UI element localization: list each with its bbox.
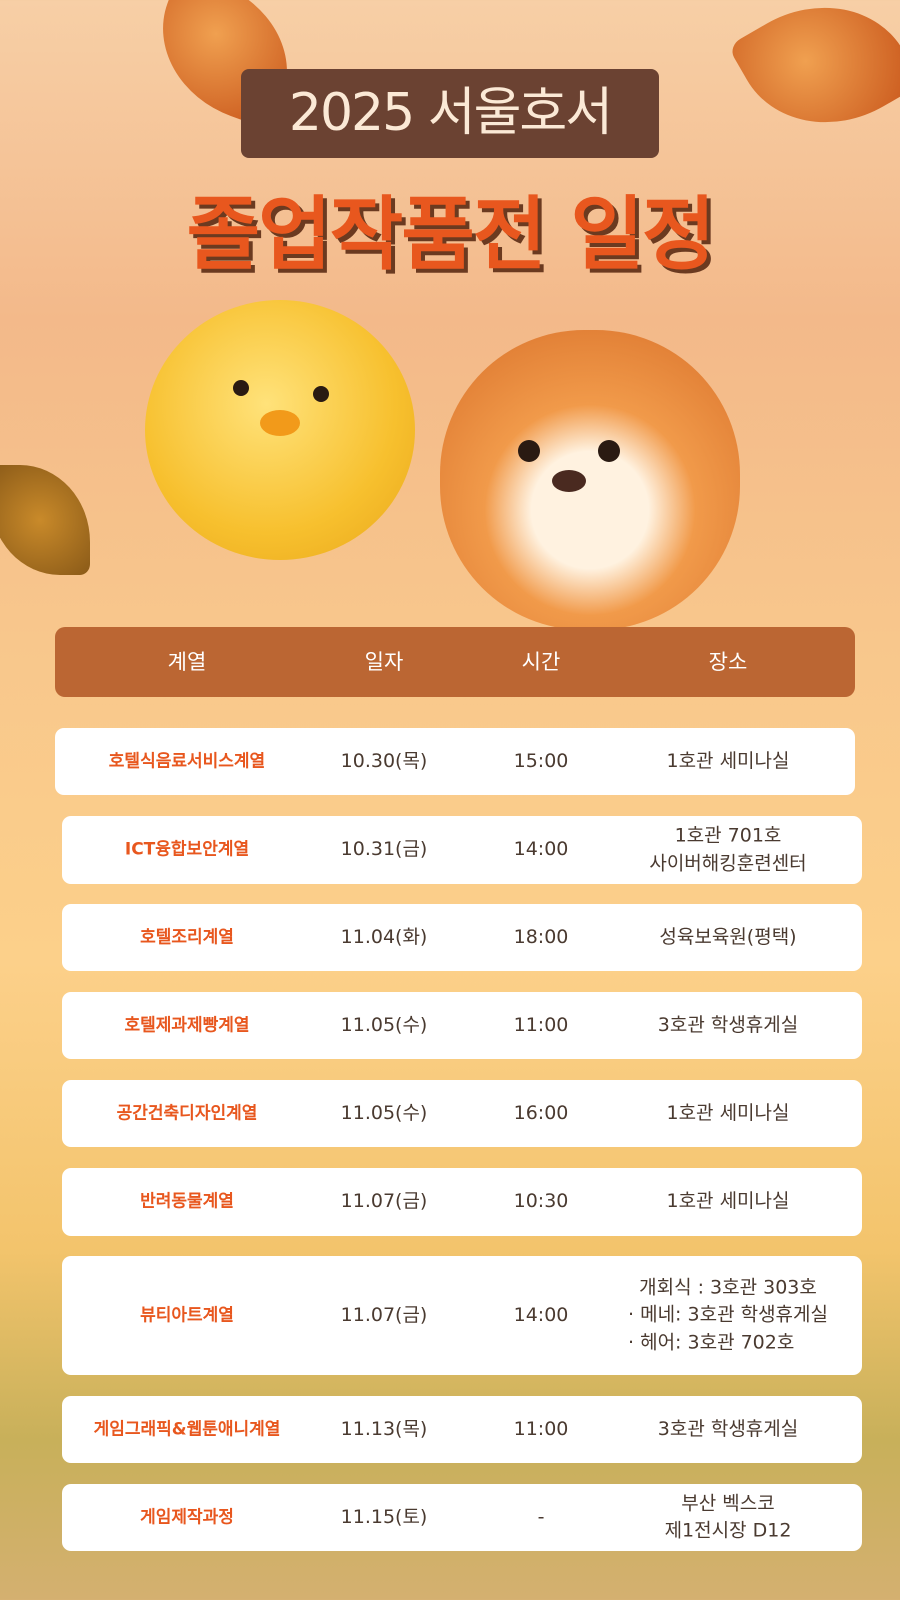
- column-header: 시간: [521, 649, 561, 674]
- page-title: 졸업작품전 일정: [186, 188, 715, 281]
- time-cell: 10:30: [513, 1190, 569, 1213]
- place-cell: 1호관 세미나실: [666, 1188, 789, 1216]
- dept-cell: 반려동물계열: [140, 1191, 234, 1212]
- leaf-decoration: [0, 465, 90, 575]
- place-cell: 개회식 : 3호관 303호 · 메네: 3호관 학생휴게실 · 헤어: 3호관 7…: [628, 1274, 828, 1357]
- table-row: 호텔조리계열 11.04(화) 18:00 성육보육원(평택): [62, 904, 862, 971]
- dept-cell: 뷰티아트계열: [140, 1305, 234, 1326]
- date-cell: 11.07(금): [340, 1303, 428, 1326]
- time-cell: 14:00: [513, 1303, 569, 1326]
- dept-cell: ICT융합보안계열: [124, 839, 250, 860]
- column-header: 계열: [167, 649, 207, 674]
- place-line: 3호관 학생휴게실: [657, 1013, 799, 1036]
- dept-cell: 게임그래픽&웹툰애니계열: [93, 1419, 281, 1440]
- table-row: 반려동물계열 11.07(금) 10:30 1호관 세미나실: [62, 1168, 862, 1236]
- place-line: 1호관 세미나실: [666, 1190, 790, 1213]
- table-row: 게임그래픽&웹툰애니계열 11.13(목) 11:00 3호관 학생휴게실: [62, 1396, 862, 1463]
- place-line: 1호관 세미나실: [666, 1101, 790, 1124]
- date-cell: 11.05(수): [340, 1013, 428, 1036]
- place-line: 개회식 : 3호관 303호: [639, 1276, 817, 1299]
- place-cell: 1호관 세미나실: [666, 748, 789, 776]
- fox-illustration: [440, 330, 740, 630]
- date-cell: 10.31(금): [340, 838, 428, 861]
- place-cell: 성육보육원(평택): [659, 924, 796, 952]
- time-cell: 11:00: [513, 1417, 569, 1440]
- date-cell: 10.30(목): [340, 749, 428, 772]
- maple-leaf-decoration: [727, 0, 900, 159]
- date-cell: 11.07(금): [340, 1190, 428, 1213]
- dept-cell: 공간건축디자인계열: [116, 1103, 258, 1124]
- place-line: 1호관 세미나실: [666, 749, 790, 772]
- place-line: 성육보육원(평택): [659, 925, 797, 948]
- dept-cell: 호텔식음료서비스계열: [108, 751, 266, 772]
- time-cell: 11:00: [513, 1013, 569, 1036]
- table-row: 호텔식음료서비스계열 10.30(목) 15:00 1호관 세미나실: [55, 728, 855, 795]
- column-header: 장소: [708, 649, 748, 674]
- dept-cell: 호텔조리계열: [140, 927, 234, 948]
- place-cell: 3호관 학생휴게실: [658, 1416, 799, 1444]
- place-line: · 헤어: 3호관 702호: [628, 1331, 795, 1354]
- time-cell: 14:00: [513, 838, 569, 861]
- date-cell: 11.05(수): [340, 1101, 428, 1124]
- place-line: · 메네: 3호관 학생휴게실: [628, 1303, 828, 1326]
- place-line: 제1전시장 D12: [664, 1519, 792, 1542]
- place-line: 사이버해킹훈련센터: [649, 852, 807, 874]
- date-cell: 11.15(토): [340, 1505, 428, 1528]
- time-cell: 18:00: [513, 925, 569, 948]
- date-cell: 11.04(화): [340, 925, 428, 948]
- place-cell: 1호관 세미나실: [666, 1100, 789, 1128]
- date-cell: 11.13(목): [340, 1417, 428, 1440]
- table-header: 계열 일자 시간 장소: [55, 627, 855, 697]
- column-header: 일자: [364, 649, 404, 674]
- dept-cell: 게임제작과정: [140, 1507, 234, 1528]
- time-cell: 15:00: [513, 749, 569, 772]
- title-year-school: 2025 서울호서: [241, 69, 659, 158]
- place-line: 3호관 학생휴게실: [657, 1417, 799, 1440]
- place-cell: 3호관 학생휴게실: [658, 1012, 799, 1040]
- chick-illustration: [145, 300, 415, 560]
- table-row: 공간건축디자인계열 11.05(수) 16:00 1호관 세미나실: [62, 1080, 862, 1147]
- place-line: 1호관 701호: [674, 824, 782, 847]
- table-row: 뷰티아트계열 11.07(금) 14:00 개회식 : 3호관 303호 · 메네: 3…: [62, 1256, 862, 1375]
- table-row: 호텔제과제빵계열 11.05(수) 11:00 3호관 학생휴게실: [62, 992, 862, 1059]
- place-line: 부산 벡스코: [681, 1491, 775, 1514]
- dept-cell: 호텔제과제빵계열: [124, 1015, 250, 1036]
- time-cell: 16:00: [513, 1101, 569, 1124]
- time-cell: -: [537, 1505, 545, 1528]
